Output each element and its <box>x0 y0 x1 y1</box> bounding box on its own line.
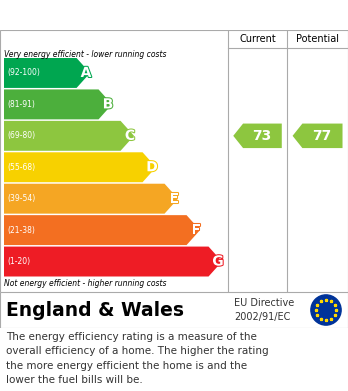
Text: (21-38): (21-38) <box>7 226 35 235</box>
Text: B: B <box>103 97 113 111</box>
Polygon shape <box>4 215 200 245</box>
Polygon shape <box>4 90 112 119</box>
Text: 77: 77 <box>312 129 331 143</box>
Text: F: F <box>191 223 201 237</box>
Text: G: G <box>212 255 224 269</box>
Text: Not energy efficient - higher running costs: Not energy efficient - higher running co… <box>4 279 166 288</box>
Polygon shape <box>4 121 134 151</box>
Text: (81-91): (81-91) <box>7 100 35 109</box>
Text: EU Directive
2002/91/EC: EU Directive 2002/91/EC <box>234 298 294 322</box>
Text: (55-68): (55-68) <box>7 163 35 172</box>
Text: The energy efficiency rating is a measure of the
overall efficiency of a home. T: The energy efficiency rating is a measur… <box>6 332 269 385</box>
Text: (69-80): (69-80) <box>7 131 35 140</box>
Text: (1-20): (1-20) <box>7 257 30 266</box>
Text: Energy Efficiency Rating: Energy Efficiency Rating <box>8 7 210 23</box>
Text: Potential: Potential <box>296 34 339 44</box>
Text: A: A <box>81 66 92 80</box>
Text: D: D <box>146 160 158 174</box>
Polygon shape <box>4 184 178 213</box>
Text: (39-54): (39-54) <box>7 194 35 203</box>
Polygon shape <box>4 247 222 276</box>
Polygon shape <box>4 152 156 182</box>
Polygon shape <box>4 58 90 88</box>
Text: (92-100): (92-100) <box>7 68 40 77</box>
Polygon shape <box>233 124 282 148</box>
Text: England & Wales: England & Wales <box>6 301 184 319</box>
Polygon shape <box>293 124 342 148</box>
Text: Current: Current <box>239 34 276 44</box>
Text: 73: 73 <box>252 129 271 143</box>
Circle shape <box>311 295 341 325</box>
Text: C: C <box>125 129 135 143</box>
Text: Very energy efficient - lower running costs: Very energy efficient - lower running co… <box>4 50 166 59</box>
Text: E: E <box>169 192 179 206</box>
